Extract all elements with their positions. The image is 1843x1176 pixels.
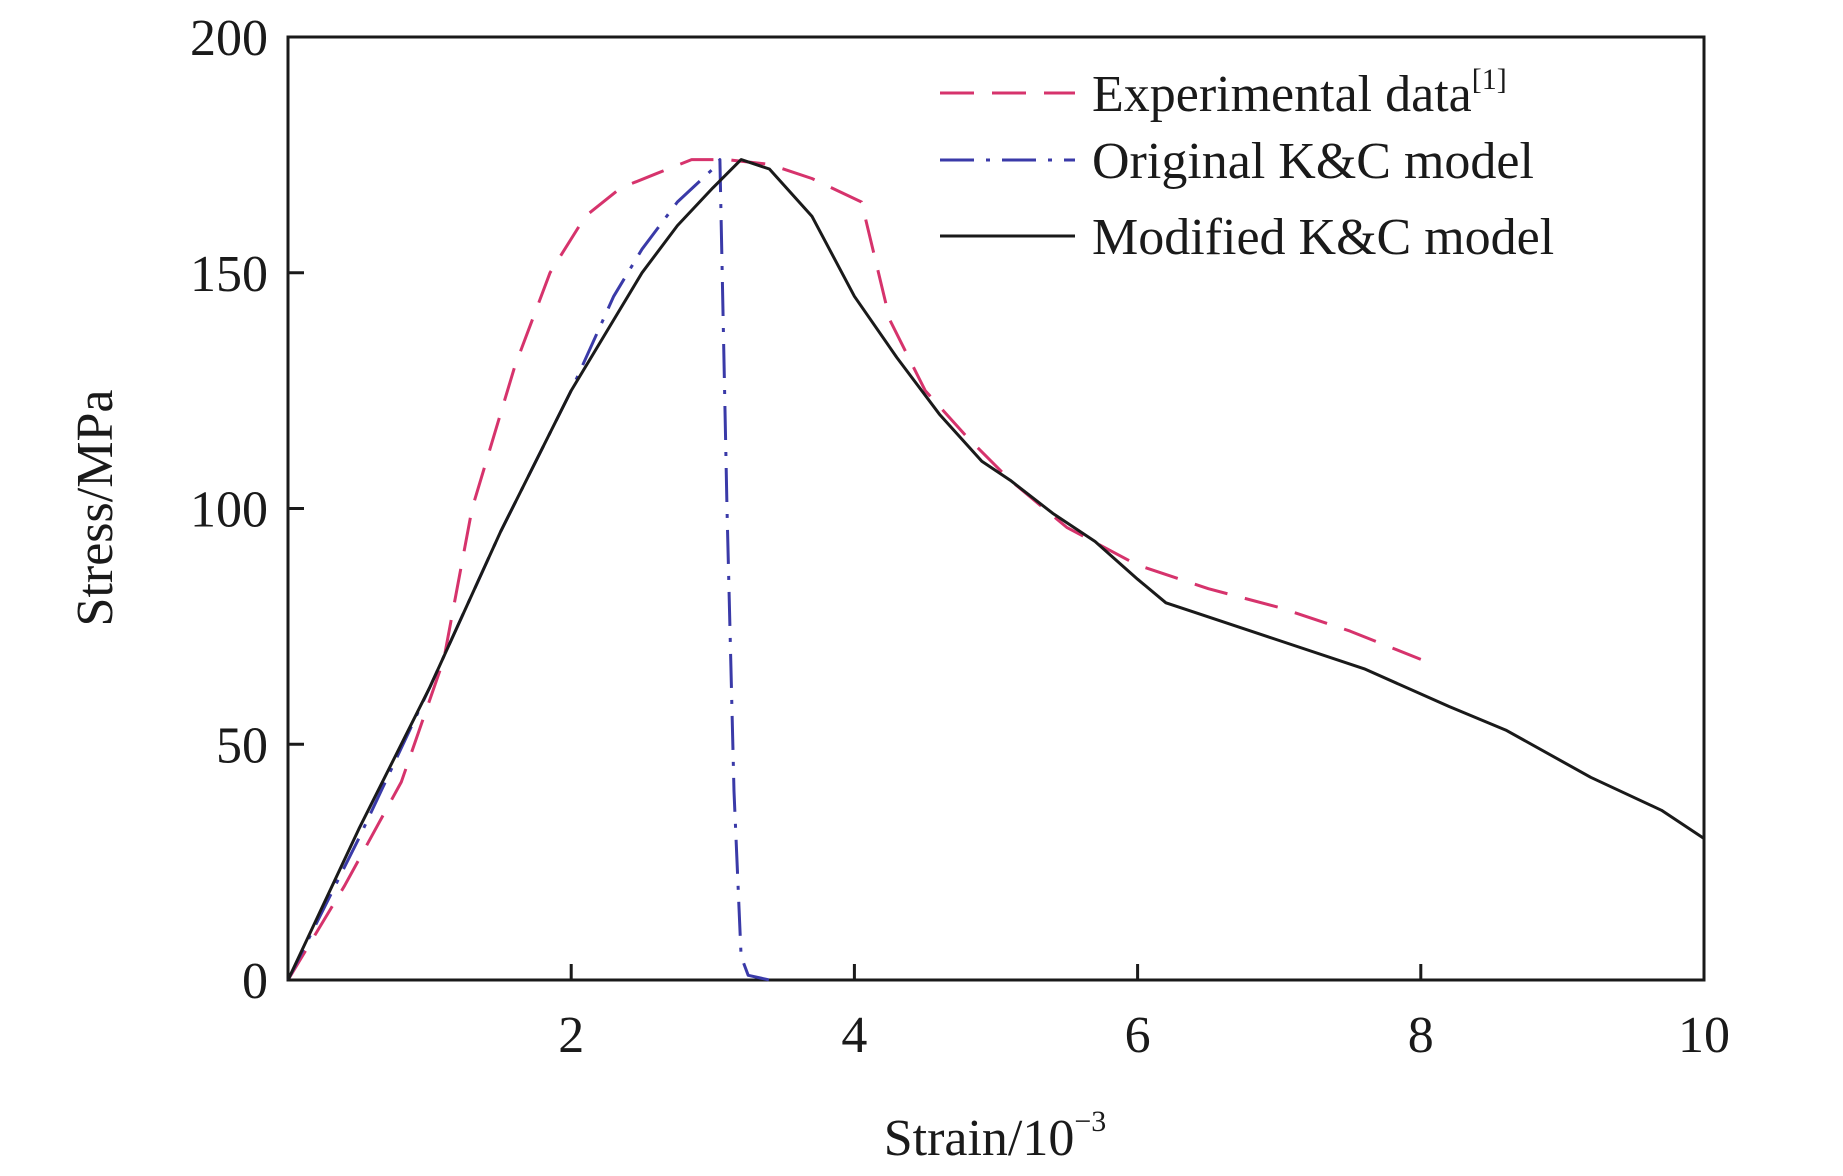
x-tick-label: 6 bbox=[1125, 1007, 1151, 1064]
x-axis-title: Strain/10−3 bbox=[884, 1105, 1107, 1167]
x-tick-label: 8 bbox=[1408, 1007, 1434, 1064]
series-line-modified-kc bbox=[286, 158, 1705, 981]
legend-label-original: Original K&C model bbox=[1092, 133, 1534, 190]
y-tick-label: 50 bbox=[216, 717, 268, 774]
legend-label-experimental-ref: [1] bbox=[1472, 63, 1507, 96]
series-line-original-kc bbox=[286, 158, 770, 982]
legend-label-experimental-text: Experimental data bbox=[1092, 66, 1472, 123]
y-tick-label: 200 bbox=[190, 10, 268, 67]
legend: Experimental data[1] Original K&C model … bbox=[940, 63, 1554, 266]
legend-label-experimental: Experimental data[1] bbox=[1092, 63, 1507, 123]
x-tick-label: 4 bbox=[841, 1007, 867, 1064]
x-tick-label: 10 bbox=[1678, 1007, 1730, 1064]
y-tick-label: 0 bbox=[242, 953, 268, 1010]
y-tick-label: 150 bbox=[190, 246, 268, 303]
y-axis-title: Stress/MPa bbox=[67, 390, 124, 627]
x-axis-ticks: 2 4 6 8 10 bbox=[558, 964, 1730, 1064]
legend-label-modified: Modified K&C model bbox=[1092, 209, 1554, 266]
y-axis-ticks: 0 50 100 150 200 bbox=[190, 10, 304, 1010]
series-layer bbox=[286, 158, 1705, 982]
x-axis-title-base: Strain/10 bbox=[884, 1110, 1075, 1167]
series-line-experimental bbox=[286, 158, 1422, 981]
y-tick-label: 100 bbox=[190, 482, 268, 539]
x-tick-label: 2 bbox=[558, 1007, 584, 1064]
x-axis-title-exponent: −3 bbox=[1074, 1105, 1106, 1138]
